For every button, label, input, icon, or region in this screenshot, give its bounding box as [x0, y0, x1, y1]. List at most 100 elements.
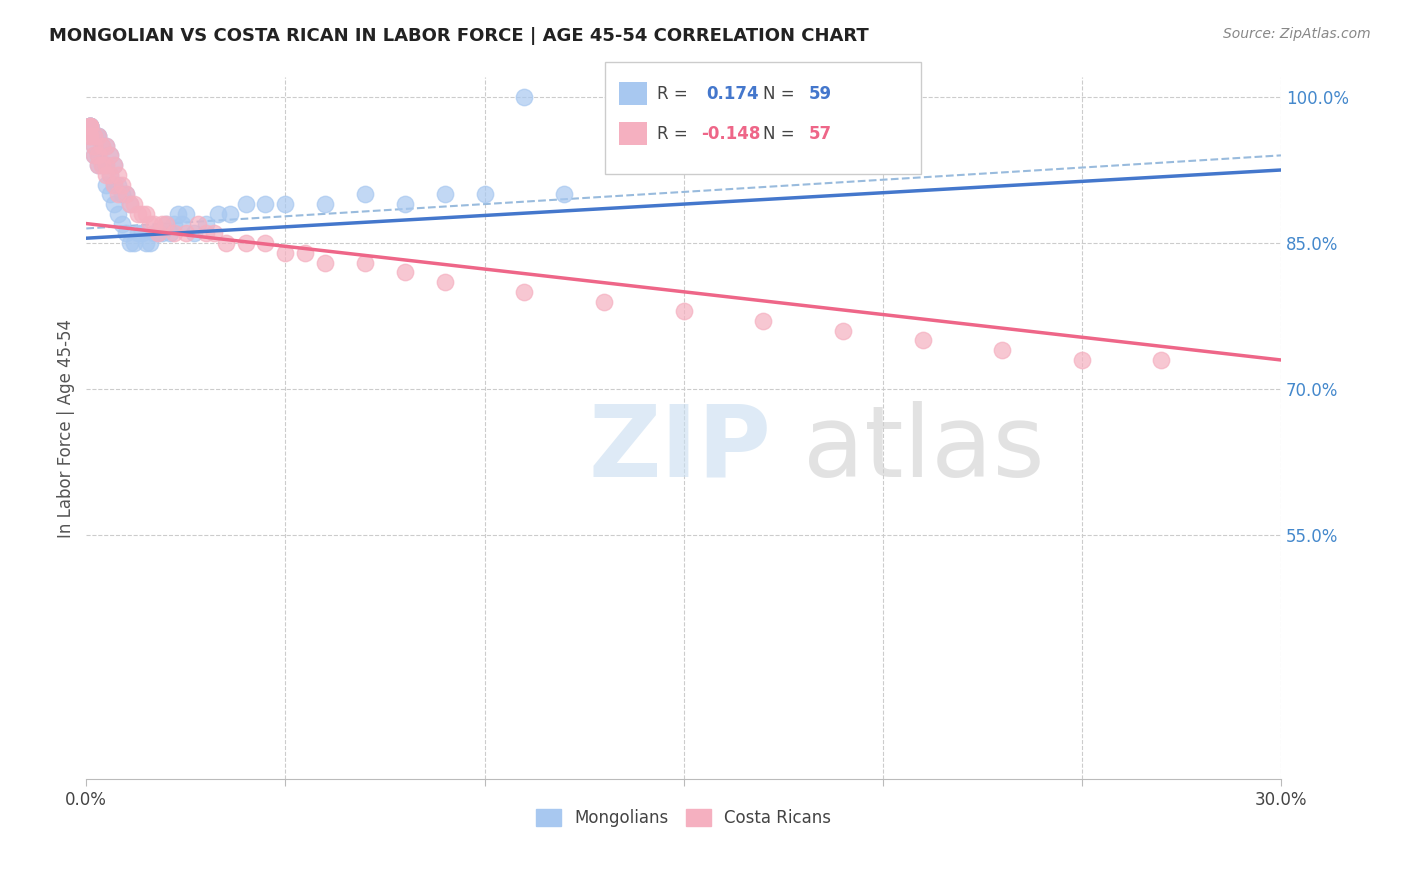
Point [96, 158, 118, 172]
Point [87, 128, 110, 143]
Point [832, 324, 855, 338]
Point [103, 178, 125, 192]
Point [87, 158, 110, 172]
Point [593, 294, 616, 309]
Point [83, 148, 105, 162]
Point [991, 343, 1014, 358]
Point [98, 148, 121, 162]
Point [115, 187, 138, 202]
Point [513, 90, 536, 104]
Point [513, 285, 536, 299]
Point [91, 158, 114, 172]
Point [83, 138, 105, 153]
Point [433, 187, 456, 202]
Point [87, 128, 110, 143]
Point [183, 227, 205, 241]
Text: 57: 57 [808, 125, 831, 143]
Point [135, 235, 157, 250]
Point [96, 168, 118, 182]
Point [96, 138, 118, 153]
Point [96, 178, 118, 192]
Point [139, 235, 162, 250]
Point [98, 148, 121, 162]
Point [150, 217, 173, 231]
Point [163, 227, 186, 241]
Point [194, 217, 217, 231]
Point [103, 158, 125, 172]
Point [107, 207, 129, 221]
Point [79, 119, 101, 133]
Point [98, 168, 121, 182]
Point [91, 138, 114, 153]
Point [79, 119, 101, 133]
Point [87, 148, 110, 162]
Point [79, 119, 101, 133]
Point [98, 168, 121, 182]
Point [115, 187, 138, 202]
Point [91, 158, 114, 172]
Point [107, 178, 129, 192]
Point [79, 128, 101, 143]
Point [98, 187, 121, 202]
Point [235, 197, 257, 211]
Point [79, 119, 101, 133]
Point [752, 314, 775, 328]
Point [103, 178, 125, 192]
Point [202, 227, 225, 241]
Point [314, 197, 336, 211]
Point [122, 235, 145, 250]
Point [354, 255, 377, 269]
Point [194, 227, 217, 241]
Point [83, 148, 105, 162]
Point [433, 275, 456, 289]
Point [174, 227, 197, 241]
Point [120, 197, 142, 211]
Point [174, 207, 197, 221]
Point [911, 334, 934, 348]
Point [79, 119, 101, 133]
Point [207, 207, 229, 221]
Point [1150, 353, 1173, 368]
Point [87, 128, 110, 143]
Point [79, 119, 101, 133]
Text: R =: R = [657, 125, 693, 143]
Text: MONGOLIAN VS COSTA RICAN IN LABOR FORCE | AGE 45-54 CORRELATION CHART: MONGOLIAN VS COSTA RICAN IN LABOR FORCE … [49, 27, 869, 45]
Point [87, 148, 110, 162]
Point [96, 158, 118, 172]
Point [131, 207, 153, 221]
Point [107, 168, 129, 182]
Point [167, 207, 190, 221]
Point [254, 197, 277, 211]
Point [354, 187, 377, 202]
Point [131, 227, 153, 241]
Point [235, 235, 257, 250]
Point [254, 235, 277, 250]
Point [91, 138, 114, 153]
Point [103, 197, 125, 211]
Point [672, 304, 695, 318]
Point [79, 119, 101, 133]
Point [215, 235, 238, 250]
Point [79, 128, 101, 143]
Point [87, 158, 110, 172]
Point [111, 178, 134, 192]
Point [135, 207, 157, 221]
Point [187, 217, 209, 231]
Point [394, 197, 416, 211]
Point [155, 217, 177, 231]
Point [96, 138, 118, 153]
Text: N =: N = [763, 85, 800, 103]
Point [274, 245, 297, 260]
Point [111, 217, 134, 231]
Point [146, 227, 169, 241]
Point [115, 227, 138, 241]
Point [111, 187, 134, 202]
Point [394, 265, 416, 279]
Point [553, 187, 575, 202]
Point [139, 217, 162, 231]
Text: 59: 59 [808, 85, 831, 103]
Point [79, 119, 101, 133]
Point [83, 128, 105, 143]
Point [83, 138, 105, 153]
Point [143, 227, 166, 241]
